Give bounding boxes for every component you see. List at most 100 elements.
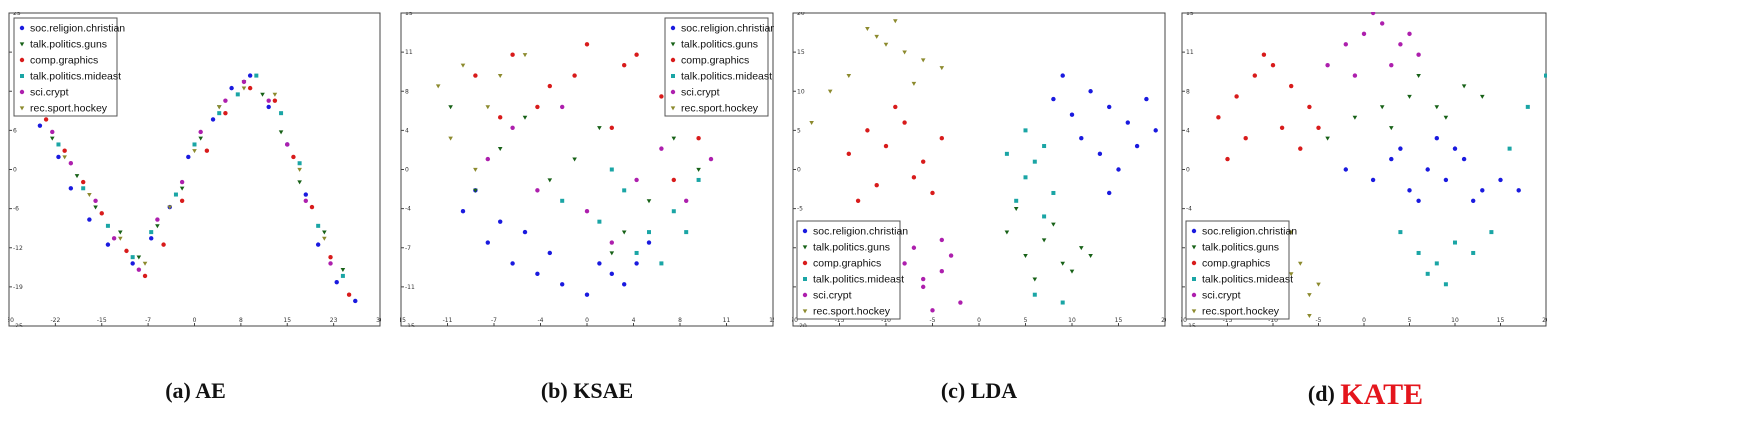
x-tick-label: -7 — [491, 317, 497, 324]
series-comp-graphics — [473, 42, 701, 183]
point-comp-graphics — [291, 154, 296, 160]
point-talk-politics-mideast — [1398, 230, 1403, 235]
point-soc-religion-christian — [1416, 198, 1421, 203]
caption-kate: (d) KATE — [1175, 378, 1556, 412]
point-soc-religion-christian — [1407, 188, 1412, 193]
point-talk-politics-mideast — [1453, 240, 1457, 245]
legend-label-talk-politics-guns: talk.politics.guns — [813, 242, 890, 254]
series-soc-religion-christian — [460, 188, 652, 297]
legend-marker-rec-sport-hockey — [19, 106, 25, 111]
point-sci-crypt — [1370, 12, 1376, 16]
point-comp-graphics — [902, 120, 907, 125]
point-rec-sport-hockey — [939, 66, 945, 71]
point-soc-religion-christian — [68, 186, 74, 191]
x-tick-label: 8 — [239, 317, 243, 324]
point-sci-crypt — [198, 129, 203, 135]
y-tick-label: -5 — [797, 206, 803, 213]
point-talk-politics-mideast — [254, 73, 259, 78]
x-tick-label: -11 — [443, 317, 453, 324]
legend-marker-comp-graphics — [19, 57, 25, 63]
point-comp-graphics — [846, 151, 851, 157]
x-tick-label: 23 — [330, 317, 338, 324]
legend-marker-sci-crypt — [670, 89, 676, 95]
point-sci-crypt — [241, 79, 247, 85]
point-sci-crypt — [584, 209, 590, 214]
point-talk-politics-mideast — [81, 186, 86, 191]
point-comp-graphics — [939, 136, 944, 141]
point-soc-religion-christian — [1452, 146, 1458, 151]
point-soc-religion-christian — [485, 240, 490, 245]
point-comp-graphics — [161, 242, 166, 247]
series-rec-sport-hockey — [435, 53, 528, 172]
legend-label-comp-graphics: comp.graphics — [681, 55, 749, 67]
point-comp-graphics — [921, 159, 926, 164]
point-rec-sport-hockey — [883, 42, 889, 47]
point-comp-graphics — [1216, 115, 1221, 120]
point-comp-graphics — [893, 104, 898, 110]
legend-label-sci-crypt: sci.crypt — [681, 87, 720, 99]
legend-box — [13, 17, 118, 117]
series-talk-politics-mideast — [560, 167, 701, 266]
point-talk-politics-guns — [322, 230, 327, 235]
y-tick-label: -20 — [797, 323, 807, 327]
point-rec-sport-hockey — [497, 74, 503, 78]
point-talk-politics-guns — [155, 224, 160, 229]
point-rec-sport-hockey — [1298, 261, 1303, 266]
point-soc-religion-christian — [460, 209, 466, 214]
point-soc-religion-christian — [622, 282, 627, 287]
point-soc-religion-christian — [1116, 167, 1121, 172]
point-talk-politics-guns — [1051, 222, 1056, 227]
point-sci-crypt — [93, 198, 98, 203]
legend-box — [664, 17, 769, 117]
scatter-plot-lda: -20-20-15-15-10-10-5-50055101015152020so… — [792, 12, 1166, 327]
point-talk-politics-guns — [1480, 94, 1485, 99]
point-sci-crypt — [68, 161, 74, 166]
point-soc-religion-christian — [522, 229, 528, 235]
point-talk-politics-guns — [1013, 207, 1019, 212]
point-comp-graphics — [142, 273, 148, 279]
legend-marker-talk-politics-guns — [802, 245, 808, 250]
point-talk-politics-mideast — [634, 250, 639, 255]
point-comp-graphics — [179, 198, 185, 203]
series-soc-religion-christian — [1051, 73, 1158, 196]
point-comp-graphics — [634, 52, 639, 57]
point-soc-religion-christian — [1088, 89, 1093, 94]
legend-marker-soc-religion-christian — [670, 25, 676, 31]
point-comp-graphics — [124, 248, 129, 254]
scatter-svg-kate: -20-15-15-11-10-7-5-4005410815112015soc.… — [1181, 12, 1547, 327]
y-tick-label: -25 — [13, 323, 23, 327]
point-rec-sport-hockey — [902, 50, 907, 55]
point-soc-religion-christian — [334, 279, 339, 285]
point-comp-graphics — [1316, 125, 1321, 130]
point-talk-politics-guns — [1389, 126, 1394, 131]
point-rec-sport-hockey — [846, 74, 852, 78]
point-talk-politics-mideast — [316, 223, 321, 228]
point-talk-politics-guns — [1434, 105, 1440, 110]
point-talk-politics-mideast — [1416, 250, 1421, 255]
point-soc-religion-christian — [353, 298, 358, 304]
caption-method: KSAE — [573, 378, 634, 403]
y-tick-label: -4 — [1186, 206, 1192, 213]
point-rec-sport-hockey — [460, 63, 466, 68]
legend-label-rec-sport-hockey: rec.sport.hockey — [30, 103, 108, 115]
point-talk-politics-mideast — [192, 142, 197, 147]
point-talk-politics-mideast — [217, 111, 222, 116]
point-soc-religion-christian — [560, 282, 565, 287]
point-sci-crypt — [50, 129, 55, 135]
point-sci-crypt — [285, 142, 290, 147]
point-sci-crypt — [939, 269, 944, 274]
point-talk-politics-guns — [572, 157, 577, 162]
point-talk-politics-guns — [1032, 277, 1038, 282]
point-soc-religion-christian — [210, 117, 216, 122]
point-rec-sport-hockey — [87, 192, 92, 197]
point-talk-politics-guns — [609, 251, 615, 256]
legend-marker-talk-politics-mideast — [20, 74, 24, 78]
legend-label-talk-politics-mideast: talk.politics.mideast — [813, 274, 904, 286]
x-tick-label: 15 — [1115, 317, 1123, 324]
point-rec-sport-hockey — [272, 92, 278, 97]
legend-marker-rec-sport-hockey — [1191, 309, 1197, 314]
point-rec-sport-hockey — [192, 149, 197, 154]
point-rec-sport-hockey — [1288, 272, 1294, 277]
point-rec-sport-hockey — [1288, 230, 1294, 235]
point-talk-politics-guns — [136, 255, 142, 260]
